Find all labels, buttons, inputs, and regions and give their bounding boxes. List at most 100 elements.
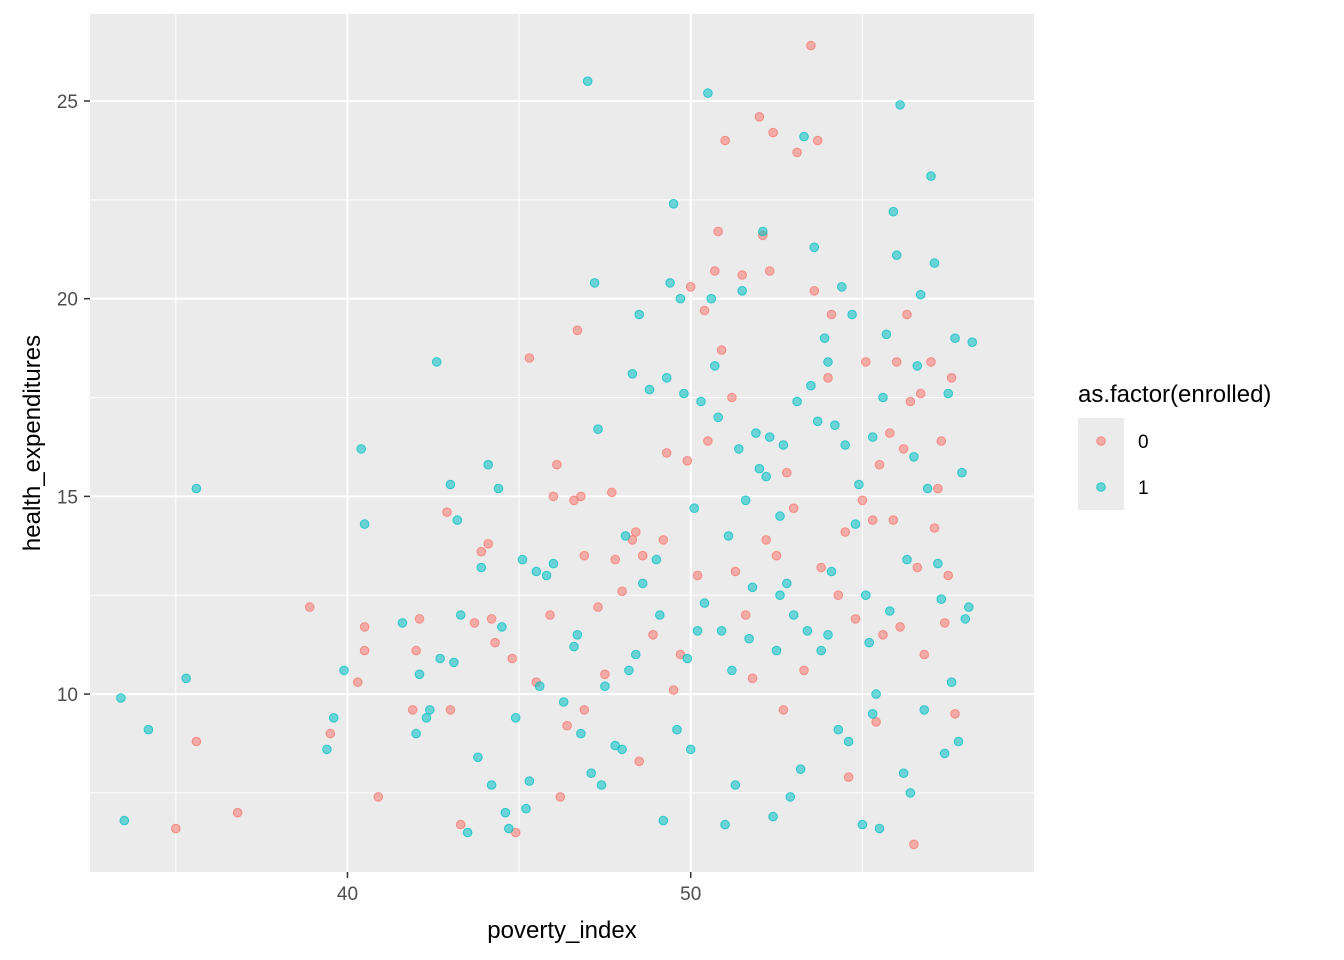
point-series-1: [812, 416, 823, 427]
point-series-1: [778, 440, 789, 450]
point-series-1: [888, 206, 899, 217]
point-series-0: [816, 562, 827, 573]
point-series-1: [462, 827, 473, 838]
point-series-0: [806, 40, 816, 51]
point-series-1: [785, 792, 796, 802]
point-series-0: [483, 539, 494, 549]
point-series-1: [620, 531, 631, 541]
plot-panel: [90, 14, 1034, 872]
point-series-0: [648, 630, 658, 640]
point-series-0: [716, 345, 727, 355]
point-series-1: [586, 768, 597, 779]
point-series-1: [483, 459, 494, 470]
point-series-0: [926, 357, 936, 367]
point-series-0: [919, 649, 930, 660]
point-series-1: [634, 309, 645, 320]
point-series-1: [593, 424, 603, 435]
point-series-0: [507, 653, 518, 664]
point-series-0: [668, 685, 679, 695]
point-series-1: [411, 728, 421, 739]
point-series-0: [359, 622, 370, 632]
point-series-0: [823, 373, 833, 383]
point-series-1: [504, 823, 514, 834]
point-series-0: [682, 456, 693, 466]
point-series-1: [912, 361, 923, 371]
point-series-1: [713, 412, 724, 423]
point-series-1: [902, 554, 912, 565]
point-series-0: [524, 353, 535, 363]
point-series-1: [867, 709, 878, 719]
point-series-0: [232, 807, 243, 818]
point-series-0: [445, 705, 456, 715]
point-series-1: [864, 637, 875, 648]
point-series-1: [500, 807, 511, 818]
point-series-1: [933, 558, 943, 569]
point-series-0: [545, 610, 555, 620]
data-points: [116, 40, 978, 850]
point-series-0: [373, 792, 384, 802]
point-series-0: [661, 448, 672, 458]
point-series-1: [946, 677, 957, 688]
point-series-1: [950, 333, 960, 344]
point-series-0: [857, 495, 868, 506]
legend-title: as.factor(enrolled): [1078, 381, 1271, 408]
point-series-1: [675, 293, 686, 304]
point-series-1: [720, 819, 730, 830]
point-series-0: [631, 527, 641, 537]
point-series-1: [751, 428, 761, 438]
point-series-1: [837, 282, 847, 292]
legend-label-0: 0: [1138, 432, 1149, 453]
point-series-1: [710, 361, 720, 371]
point-series-1: [651, 554, 662, 565]
point-series-1: [905, 788, 916, 798]
point-series-0: [843, 772, 854, 782]
point-series-0: [469, 618, 480, 628]
minor-gridlines: [90, 14, 1034, 872]
point-series-1: [661, 373, 672, 383]
point-series-0: [912, 562, 923, 573]
point-series-0: [637, 550, 648, 561]
point-series-1: [685, 744, 696, 755]
point-series-0: [871, 717, 881, 727]
point-series-0: [617, 586, 627, 597]
point-series-1: [939, 748, 950, 759]
point-series-1: [967, 337, 978, 348]
point-series-1: [727, 665, 737, 676]
point-series-1: [655, 610, 665, 620]
point-series-0: [562, 720, 572, 731]
point-series-1: [452, 515, 463, 525]
point-series-1: [692, 626, 703, 636]
point-series-1: [414, 669, 425, 680]
point-series-1: [891, 250, 902, 260]
point-series-0: [593, 602, 603, 612]
point-series-0: [490, 637, 500, 648]
point-series-0: [325, 728, 336, 739]
point-series-1: [867, 432, 878, 442]
point-series-0: [888, 515, 899, 525]
point-series-0: [610, 554, 621, 565]
point-series-1: [716, 626, 727, 636]
point-series-1: [521, 803, 531, 814]
point-series-1: [960, 614, 971, 624]
point-series-1: [936, 594, 947, 605]
point-series-1: [624, 665, 634, 676]
point-series-0: [191, 736, 202, 747]
point-series-1: [861, 590, 871, 601]
point-series-1: [919, 705, 930, 715]
point-series-0: [933, 483, 943, 494]
point-series-1: [356, 444, 367, 454]
point-series-0: [788, 503, 799, 514]
point-series-0: [792, 147, 802, 158]
point-series-0: [902, 309, 912, 320]
point-series-0: [555, 792, 566, 802]
point-series-1: [497, 622, 507, 632]
point-series-1: [881, 329, 892, 340]
point-series-1: [328, 713, 339, 723]
point-series-1: [517, 554, 528, 565]
point-series-1: [957, 467, 967, 478]
point-series-1: [682, 653, 693, 664]
point-series-0: [634, 756, 645, 767]
point-series-1: [953, 736, 964, 747]
point-series-1: [449, 657, 459, 668]
